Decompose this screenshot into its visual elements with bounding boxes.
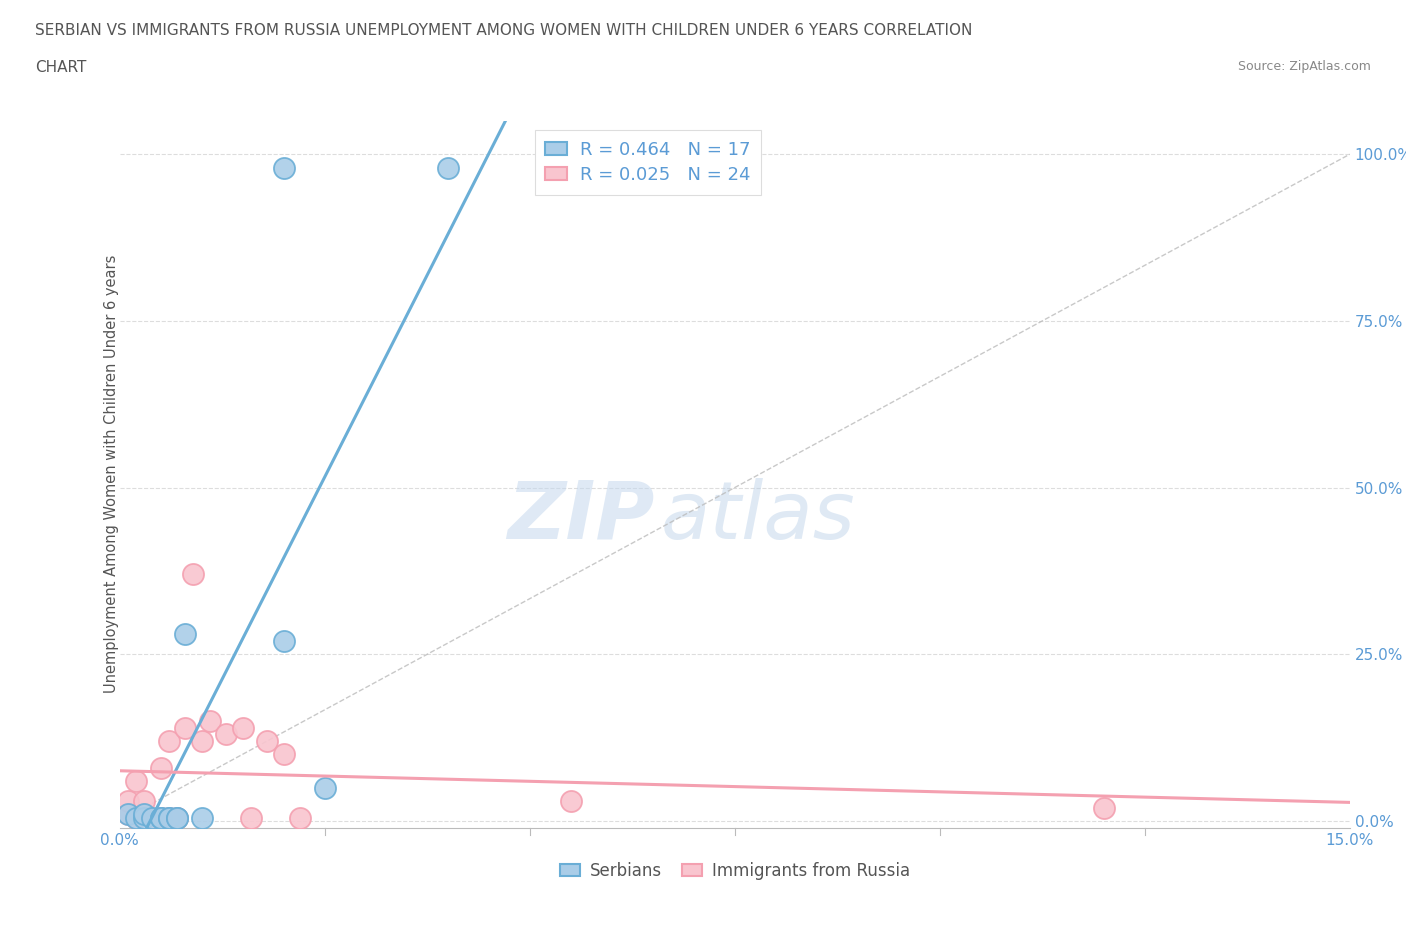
Point bbox=[149, 760, 172, 775]
Point bbox=[273, 747, 295, 762]
Point bbox=[157, 810, 180, 825]
Point bbox=[273, 633, 295, 648]
Point bbox=[560, 793, 582, 808]
Point bbox=[314, 780, 336, 795]
Point bbox=[436, 160, 458, 175]
Point bbox=[174, 627, 197, 642]
Point bbox=[174, 720, 197, 735]
Point bbox=[198, 713, 221, 728]
Point bbox=[132, 793, 156, 808]
Point bbox=[239, 810, 262, 825]
Text: CHART: CHART bbox=[35, 60, 87, 75]
Point bbox=[117, 807, 139, 822]
Point bbox=[166, 810, 188, 825]
Text: SERBIAN VS IMMIGRANTS FROM RUSSIA UNEMPLOYMENT AMONG WOMEN WITH CHILDREN UNDER 6: SERBIAN VS IMMIGRANTS FROM RUSSIA UNEMPL… bbox=[35, 23, 973, 38]
Point bbox=[125, 810, 148, 825]
Point bbox=[117, 793, 139, 808]
Point bbox=[215, 727, 238, 742]
Point bbox=[190, 810, 212, 825]
Point bbox=[157, 810, 180, 825]
Point bbox=[141, 810, 163, 825]
Text: atlas: atlas bbox=[661, 478, 856, 556]
Point bbox=[1092, 800, 1115, 815]
Legend: Serbians, Immigrants from Russia: Serbians, Immigrants from Russia bbox=[553, 856, 917, 886]
Point bbox=[157, 810, 180, 825]
Point bbox=[149, 810, 172, 825]
Point bbox=[117, 807, 139, 822]
Point bbox=[166, 810, 188, 825]
Point bbox=[125, 774, 148, 789]
Point bbox=[132, 810, 156, 825]
Point bbox=[157, 734, 180, 749]
Point bbox=[273, 160, 295, 175]
Point bbox=[183, 567, 205, 582]
Point bbox=[190, 734, 212, 749]
Text: ZIP: ZIP bbox=[508, 478, 655, 556]
Point bbox=[132, 807, 156, 822]
Point bbox=[132, 807, 156, 822]
Point bbox=[149, 810, 172, 825]
Point bbox=[288, 810, 311, 825]
Point bbox=[256, 734, 278, 749]
Y-axis label: Unemployment Among Women with Children Under 6 years: Unemployment Among Women with Children U… bbox=[104, 255, 118, 694]
Point bbox=[231, 720, 254, 735]
Point bbox=[149, 810, 172, 825]
Text: Source: ZipAtlas.com: Source: ZipAtlas.com bbox=[1237, 60, 1371, 73]
Point bbox=[141, 810, 163, 825]
Point bbox=[125, 810, 148, 825]
Point bbox=[166, 810, 188, 825]
